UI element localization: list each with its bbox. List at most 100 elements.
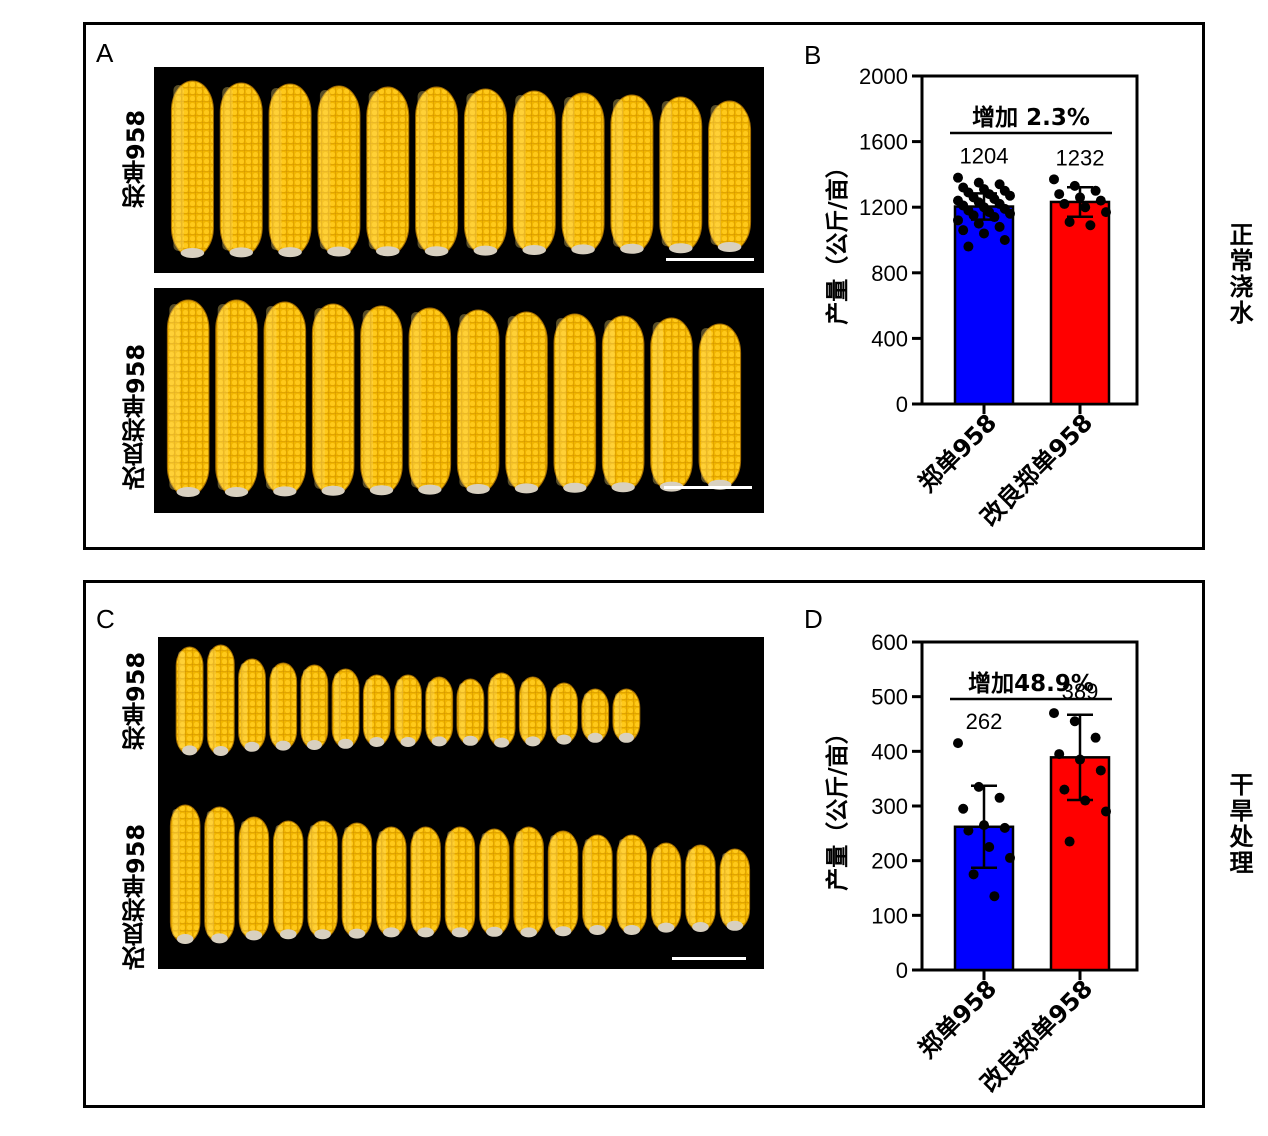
data-point [1049, 708, 1059, 719]
corn-c-top-ear [175, 646, 204, 756]
value-label: 262 [966, 709, 1003, 734]
y-tick-label: 300 [871, 794, 908, 819]
data-point [958, 803, 969, 814]
value-label: 1232 [1056, 145, 1105, 170]
data-point [1049, 174, 1059, 185]
data-point [999, 235, 1010, 245]
corn-c-bottom-ear [376, 826, 407, 938]
data-point [1054, 189, 1065, 200]
corn-a-bottom-ear [553, 313, 597, 493]
corn-photo-a-top [154, 67, 764, 273]
data-point [1005, 190, 1015, 201]
corn-a-bottom-ear [311, 303, 355, 496]
data-point [1101, 207, 1111, 218]
bar-2 [1049, 200, 1111, 406]
corn-c-top-ear [394, 674, 422, 747]
data-point [1095, 765, 1106, 776]
data-point [1085, 220, 1096, 231]
corn-c-bottom-ear [513, 826, 544, 938]
corn-a-top-ear [463, 88, 507, 256]
data-point [1101, 806, 1111, 817]
corn-a-bottom-ear [408, 307, 452, 495]
panel-frame-top [83, 22, 1205, 550]
plot-frame [920, 74, 1139, 406]
condition-label-normal: 正常浇水 [1225, 222, 1253, 326]
scale-bar [672, 957, 746, 960]
condition-label-drought: 干旱处理 [1225, 772, 1253, 876]
corn-c-bottom-ear [238, 816, 270, 941]
y-tick-label: 0 [896, 958, 908, 983]
data-point [1005, 852, 1015, 863]
data-point [984, 842, 995, 852]
data-point [1090, 732, 1101, 743]
corn-a-top-ear [219, 82, 263, 258]
data-point [973, 781, 984, 792]
panel-frame-bottom [83, 580, 1205, 1108]
panel-label-b: B [804, 40, 822, 70]
y-tick-label: 400 [871, 739, 908, 764]
corn-c-top-ear [612, 688, 641, 743]
x-tick-label: 郑单958 [913, 408, 1002, 497]
data-point [958, 225, 969, 236]
corn-a-bottom-ear [601, 315, 645, 493]
corn-c-bottom-ear [272, 820, 304, 940]
data-point [979, 820, 989, 831]
photo-row-label-c-top: 郑单958 [122, 651, 150, 750]
corn-c-bottom-ear [616, 834, 648, 935]
data-point [999, 822, 1010, 833]
corn-a-top-ear [366, 86, 410, 257]
corn-c-bottom-ear [307, 820, 338, 940]
data-point [1059, 784, 1070, 795]
corn-c-top-ear [456, 678, 485, 746]
corn-c-bottom-ear [719, 848, 751, 931]
data-point [968, 869, 979, 880]
data-point [989, 891, 1000, 902]
corn-a-top-ear [708, 100, 752, 252]
corn-a-bottom-ear [263, 301, 307, 497]
x-tick-label: 郑单958 [913, 974, 1002, 1063]
chart-b: 0 400 800 1200 1600 2000 产量（公斤/亩） 1204 郑单958 1232… [824, 64, 1139, 532]
data-point [1064, 836, 1075, 847]
corn-c-bottom-ear [650, 842, 682, 933]
data-point [1075, 192, 1085, 203]
corn-c-bottom-ear [204, 806, 235, 944]
corn-a-top-ear [170, 80, 214, 258]
data-point [968, 210, 979, 221]
data-point [953, 172, 963, 183]
y-tick-label: 200 [871, 849, 908, 874]
panel-label-a: A [96, 38, 114, 68]
data-point [994, 221, 1005, 232]
corn-a-top-ear [561, 92, 605, 255]
corn-a-bottom-ear [698, 323, 742, 490]
y-tick-label: 500 [871, 685, 908, 710]
data-point [1059, 198, 1070, 209]
y-tick-label: 400 [871, 326, 908, 351]
photo-row-label-a-bottom: 改良郑单958 [122, 343, 150, 490]
corn-a-top-ear [512, 90, 556, 255]
annotation: 增加 2.3% [972, 104, 1090, 131]
corn-a-bottom-ear [505, 311, 548, 494]
corn-c-bottom-ear [547, 830, 579, 937]
corn-a-top-ear [610, 94, 654, 254]
corn-c-top-ear [487, 672, 516, 748]
data-point [963, 241, 974, 252]
corn-c-top-ear [206, 644, 235, 756]
corn-a-top-ear [268, 83, 312, 258]
corn-c-bottom-ear [479, 828, 510, 937]
data-point [994, 792, 1005, 803]
corn-c-bottom-ear [582, 834, 613, 935]
data-point [953, 738, 963, 749]
corn-a-bottom-ear [456, 309, 500, 494]
data-point [1064, 216, 1075, 227]
corn-c-top-ear [331, 668, 360, 749]
corn-c-top-ear [581, 688, 610, 743]
data-point [953, 215, 963, 226]
corn-photo-c [158, 637, 764, 969]
corn-c-top-ear [300, 664, 329, 750]
corn-a-top-ear [659, 96, 703, 254]
corn-c-top-ear [238, 658, 266, 752]
data-point [989, 212, 1000, 223]
y-axis-label: 产量（公斤/亩） [824, 721, 851, 890]
data-point [1005, 208, 1015, 219]
panel-label-d: D [804, 604, 823, 634]
